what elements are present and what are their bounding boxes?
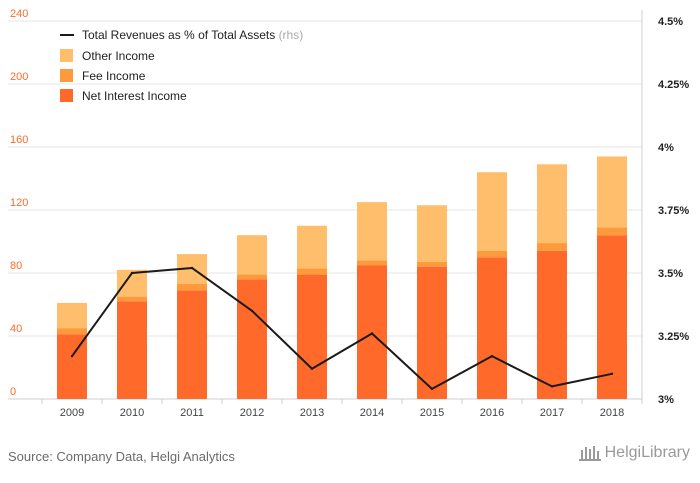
bar-segment xyxy=(117,301,147,399)
brand-logo: HelgiLibrary xyxy=(578,444,690,462)
line-point xyxy=(550,385,554,388)
right-tick-label: 4% xyxy=(658,142,674,154)
legend-label: Net Interest Income xyxy=(82,89,187,103)
right-tick-label: 3.25% xyxy=(658,331,689,343)
legend-swatch xyxy=(60,49,73,62)
line-point xyxy=(610,372,614,375)
left-axis: 0 40 80 120 160 200 240 xyxy=(10,8,28,398)
x-tick-label: 2014 xyxy=(360,407,384,419)
bar-segment xyxy=(357,265,387,399)
line-point xyxy=(370,332,374,335)
right-tick-label: 3.75% xyxy=(658,205,689,217)
bar-segment xyxy=(117,296,147,302)
legend-swatch xyxy=(60,89,73,102)
legend-label: Total Revenues as % of Total Assets (rhs… xyxy=(82,28,303,42)
legend-label: Fee Income xyxy=(82,69,146,83)
line-point xyxy=(430,387,434,391)
bar-segment xyxy=(237,235,267,275)
x-tick-label: 2018 xyxy=(600,407,624,419)
bar-segment xyxy=(477,257,507,399)
library-building-icon xyxy=(578,446,601,461)
bar-segment xyxy=(477,250,507,258)
bar-segment xyxy=(57,328,87,335)
right-axis: 3% 3.25% 3.5% 3.75% 4% 4.25% 4.5% xyxy=(658,16,689,406)
bar-segment xyxy=(237,279,267,399)
source-note: Source: Company Data, Helgi Analytics xyxy=(8,449,235,464)
bars xyxy=(57,156,627,399)
bar-segment xyxy=(177,284,207,291)
bar-segment xyxy=(537,250,567,399)
line-series xyxy=(70,266,614,391)
x-tick-label: 2017 xyxy=(540,407,564,419)
right-tick-label: 4.25% xyxy=(658,79,689,91)
left-tick-label: 200 xyxy=(10,71,28,83)
bar-segment xyxy=(417,261,447,267)
bar-segment xyxy=(357,202,387,261)
line-point xyxy=(190,266,194,270)
x-tick-label: 2009 xyxy=(60,407,84,419)
legend-label: Other Income xyxy=(82,49,155,63)
bar-segment xyxy=(477,172,507,251)
right-tick-label: 3% xyxy=(658,394,674,406)
bar-segment xyxy=(297,274,327,399)
chart: 0 40 80 120 160 200 240 3% 3.25% 3.5% 3.75% 4% 4.25… xyxy=(8,8,689,419)
bar-segment xyxy=(297,225,327,269)
line-point xyxy=(70,354,74,358)
x-tick-label: 2012 xyxy=(240,407,264,419)
bar-segment xyxy=(597,227,627,236)
line-point xyxy=(490,354,494,358)
bar-segment xyxy=(357,260,387,266)
bar-segment xyxy=(537,164,567,244)
bar-segment xyxy=(177,290,207,399)
bar-segment xyxy=(57,302,87,329)
line-point xyxy=(250,309,254,312)
bar-segment xyxy=(57,334,87,399)
bar-segment xyxy=(537,243,567,251)
right-tick-label: 4.5% xyxy=(658,16,683,28)
line-point xyxy=(310,367,314,370)
left-tick-label: 40 xyxy=(10,323,22,335)
x-tick-label: 2010 xyxy=(120,407,144,419)
bar-segment xyxy=(237,274,267,280)
legend: Total Revenues as % of Total Assets (rhs… xyxy=(60,28,303,103)
logo-text: HelgiLibrary xyxy=(604,444,690,461)
bar-segment xyxy=(597,235,627,399)
line-point xyxy=(130,271,134,275)
bar-segment xyxy=(297,268,327,275)
right-tick-label: 3.5% xyxy=(658,268,683,280)
left-tick-label: 240 xyxy=(10,8,28,20)
x-tick-label: 2016 xyxy=(480,407,504,419)
bar-segment xyxy=(417,266,447,399)
line-path xyxy=(71,266,613,390)
x-tick-label: 2013 xyxy=(300,407,324,419)
bar-segment xyxy=(417,205,447,262)
x-axis: 2009 2010 2011 2012 2013 2014 2015 2016 2017 2018 xyxy=(41,399,643,419)
left-tick-label: 160 xyxy=(10,134,28,146)
left-tick-label: 0 xyxy=(10,386,16,398)
left-tick-label: 120 xyxy=(10,197,28,209)
grid xyxy=(8,10,643,400)
bar-segment xyxy=(597,156,627,228)
legend-label-suffix: (rhs) xyxy=(279,28,304,42)
left-tick-label: 80 xyxy=(10,260,22,272)
x-tick-label: 2015 xyxy=(420,407,444,419)
legend-swatch xyxy=(60,69,73,82)
x-tick-label: 2011 xyxy=(180,407,204,419)
